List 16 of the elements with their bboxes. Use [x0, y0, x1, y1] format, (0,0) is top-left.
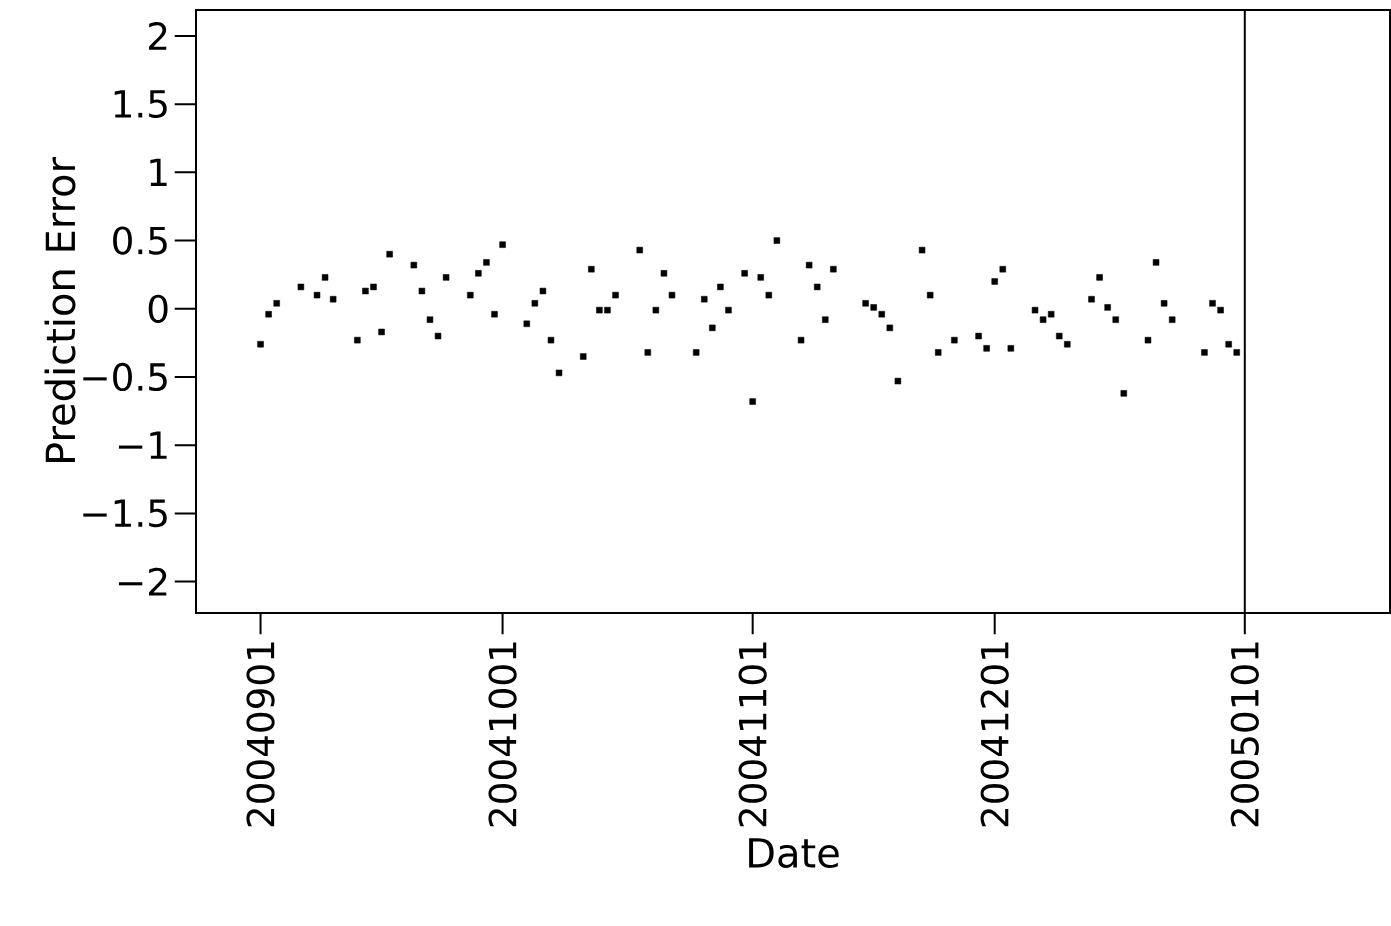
y-tick-label: 0: [148, 294, 168, 323]
x-tick-label: 20050101: [1230, 642, 1259, 827]
y-tick-label: 0.5: [113, 226, 167, 255]
x-tick-label: 20041001: [488, 642, 517, 827]
x-tick-label: 20041201: [980, 642, 1009, 827]
y-tick-label: −0.5: [83, 362, 167, 392]
y-tick-label: 1: [150, 158, 167, 186]
x-tick-label: 20040901: [246, 642, 275, 827]
y-tick-label: −2: [118, 567, 167, 596]
y-tick-label: −1: [118, 431, 167, 459]
y-tick-label: 1.5: [114, 90, 167, 118]
x-tick-label: 20041101: [738, 642, 767, 827]
y-axis-title: Prediction Error: [44, 157, 76, 463]
x-axis-title: Date: [749, 838, 839, 868]
y-tick-label: 2: [149, 22, 167, 50]
y-tick-label: −1.5: [83, 499, 167, 528]
